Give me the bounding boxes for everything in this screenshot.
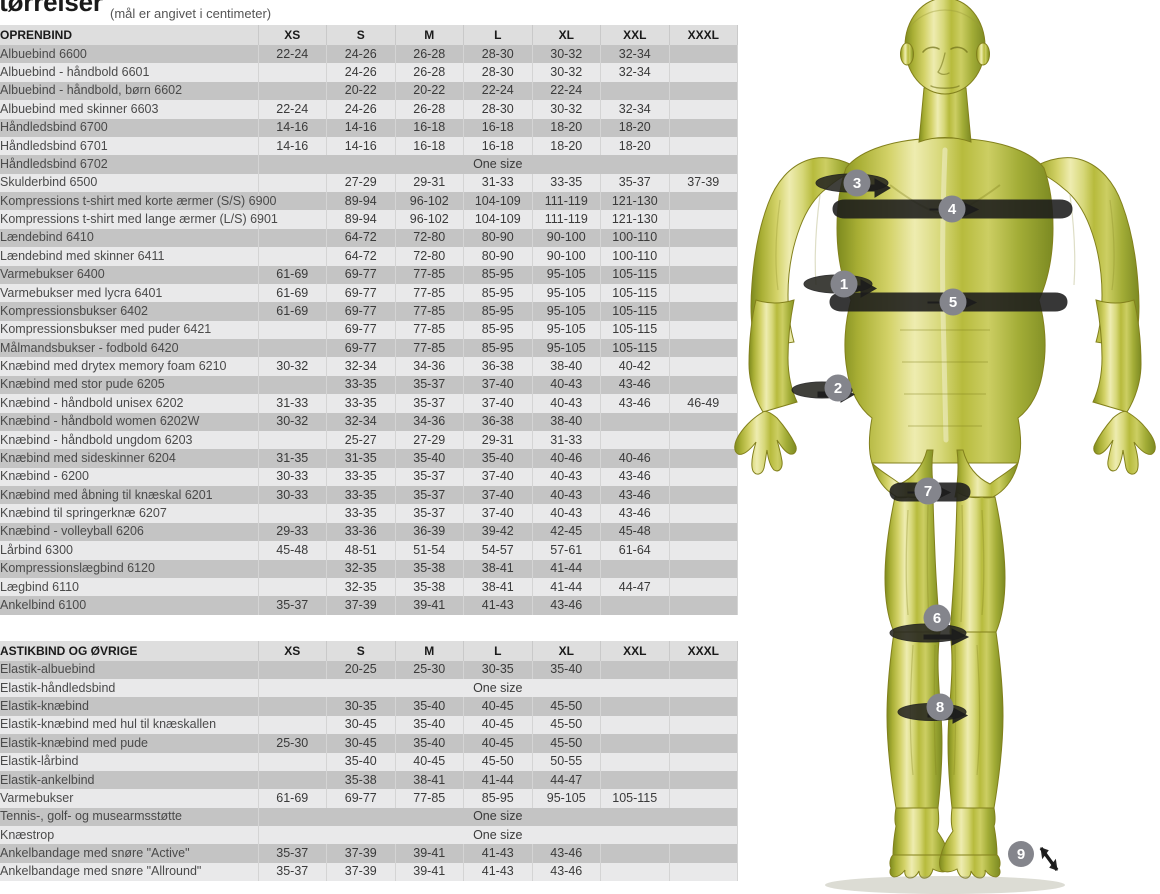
- svg-text:6: 6: [933, 610, 941, 627]
- svg-text:1: 1: [840, 276, 848, 293]
- svg-text:7: 7: [924, 483, 932, 500]
- svg-text:3: 3: [853, 175, 861, 192]
- svg-text:9: 9: [1017, 846, 1025, 863]
- svg-text:5: 5: [949, 294, 957, 311]
- svg-text:2: 2: [834, 380, 842, 397]
- svg-text:4: 4: [948, 201, 957, 218]
- svg-text:8: 8: [936, 699, 944, 716]
